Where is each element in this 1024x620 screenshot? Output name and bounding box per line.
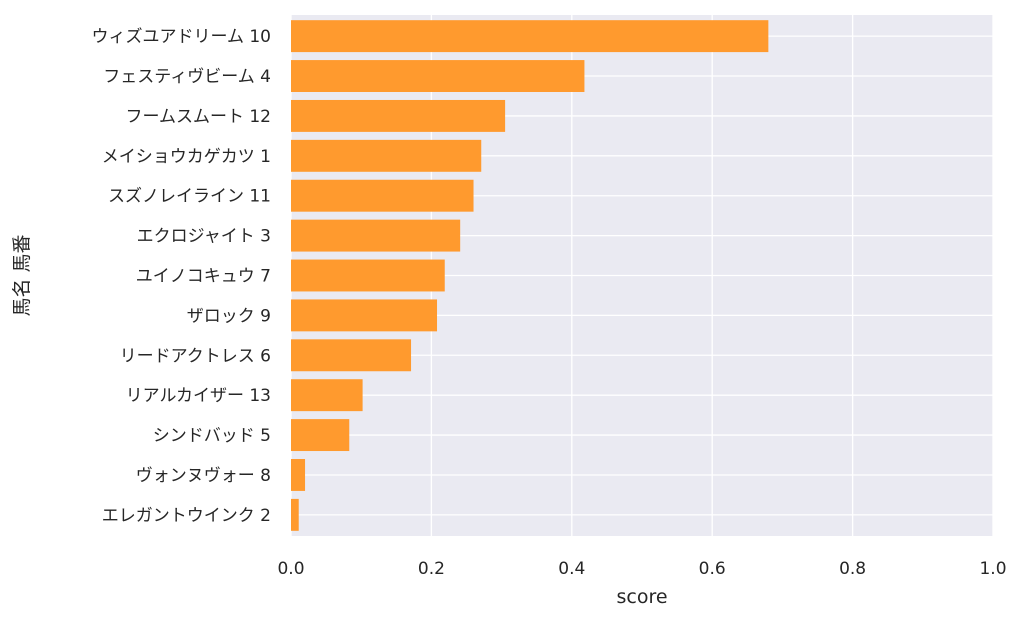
- bar: [291, 259, 445, 292]
- bar: [291, 219, 461, 252]
- bars: [291, 20, 769, 531]
- y-tick-label: リアルカイザー 13: [126, 386, 271, 406]
- y-tick-label: スズノレイライン 11: [108, 187, 271, 207]
- y-tick-label: リードアクトレス 6: [120, 346, 271, 366]
- x-tick-label: 0.2: [418, 559, 445, 579]
- bar: [291, 99, 506, 132]
- bar: [291, 459, 306, 491]
- bar: [291, 339, 412, 372]
- y-tick-label: フームスムート 12: [125, 107, 271, 127]
- x-tick-labels: 0.0 0.2 0.4 0.6 0.8 1.0: [277, 559, 1006, 579]
- y-tick-label: シンドバッド 5: [153, 426, 271, 446]
- bar: [291, 139, 482, 172]
- y-tick-label: ザロック 9: [187, 306, 271, 326]
- bar: [291, 498, 299, 531]
- x-axis-label: score: [616, 586, 667, 608]
- y-tick-label: メイショウカゲカツ 1: [102, 147, 271, 167]
- y-tick-label: ユイノコキュウ 7: [136, 267, 271, 287]
- y-tick-label: ウィズユアドリーム 10: [91, 27, 271, 47]
- y-axis-label: 馬名 馬番: [11, 234, 33, 316]
- y-tick-label: エレガントウインク 2: [102, 506, 271, 526]
- y-tick-label: ヴォンヌヴォー 8: [136, 466, 271, 486]
- bar: [291, 379, 363, 412]
- y-tick-label: フェスティヴビーム 4: [103, 67, 271, 87]
- x-tick-label: 0.0: [277, 559, 304, 579]
- x-tick-label: 0.4: [558, 559, 585, 579]
- y-tick-label: エクロジャイト 3: [137, 227, 271, 247]
- bar: [291, 299, 438, 332]
- bar: [291, 60, 585, 92]
- bar: [291, 20, 769, 53]
- y-tick-labels: ウィズユアドリーム 10 フェスティヴビーム 4 フームスムート 12 メイショウカゲ…: [91, 27, 271, 526]
- x-tick-label: 0.8: [839, 559, 866, 579]
- x-tick-label: 0.6: [699, 559, 726, 579]
- bar: [291, 419, 350, 452]
- x-tick-label: 1.0: [979, 559, 1006, 579]
- bar: [291, 179, 474, 212]
